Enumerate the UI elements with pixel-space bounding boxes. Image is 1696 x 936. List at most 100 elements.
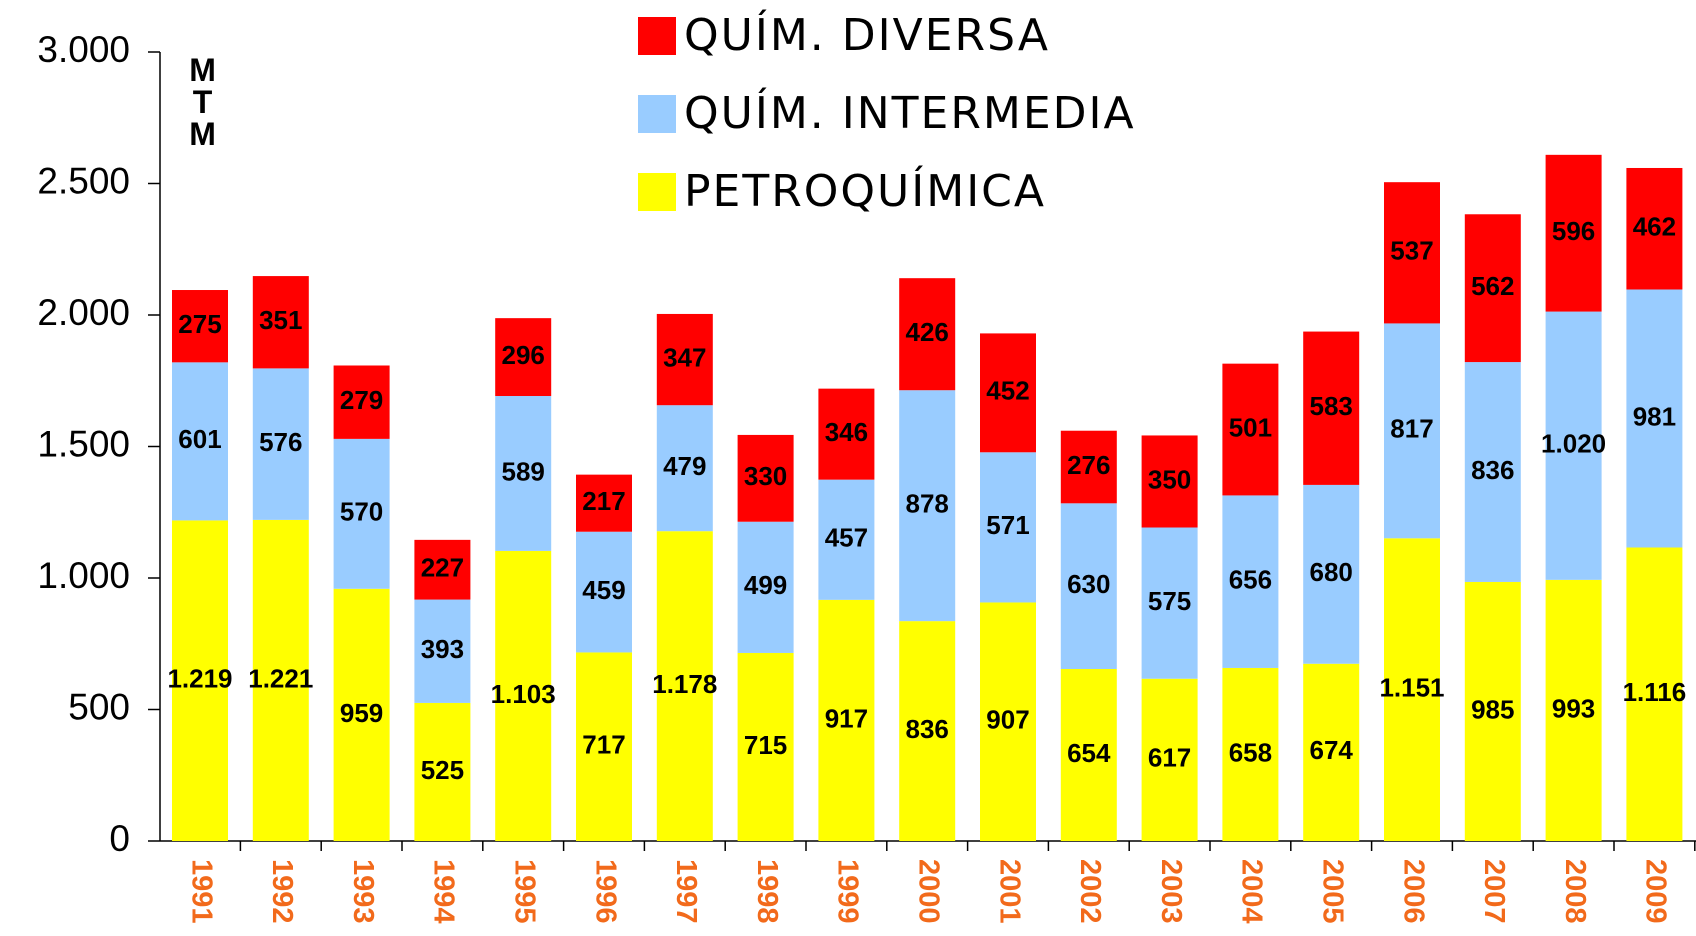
value-label: 715 bbox=[744, 730, 787, 760]
bar-segment bbox=[656, 405, 713, 532]
y-axis-label: MTM bbox=[185, 52, 221, 148]
value-label: 717 bbox=[582, 730, 625, 760]
x-tick-label: 1991 bbox=[185, 859, 217, 924]
value-label: 562 bbox=[1471, 271, 1514, 301]
value-label: 537 bbox=[1390, 236, 1433, 266]
value-label: 589 bbox=[502, 456, 545, 486]
bar-segment bbox=[495, 318, 552, 397]
value-label: 570 bbox=[340, 497, 383, 527]
bar-segment bbox=[1060, 430, 1117, 504]
value-label: 330 bbox=[744, 461, 787, 491]
x-tick-label: 2003 bbox=[1155, 859, 1187, 924]
bar-segment bbox=[1384, 182, 1440, 324]
value-label: 393 bbox=[421, 634, 464, 664]
value-label: 654 bbox=[1067, 738, 1111, 768]
bar-segment bbox=[1303, 484, 1360, 664]
value-label: 346 bbox=[825, 417, 868, 447]
value-label: 347 bbox=[663, 342, 706, 372]
value-label: 836 bbox=[1471, 455, 1514, 485]
x-tick-label: 2005 bbox=[1317, 859, 1349, 924]
value-label: 878 bbox=[906, 489, 949, 519]
value-label: 981 bbox=[1633, 401, 1676, 431]
bar-segment bbox=[737, 521, 794, 653]
x-tick-label: 1994 bbox=[428, 859, 460, 924]
value-label: 630 bbox=[1067, 569, 1110, 599]
value-label: 680 bbox=[1310, 557, 1353, 587]
value-label: 426 bbox=[906, 317, 949, 347]
y-tick-label: 1.500 bbox=[37, 423, 130, 464]
bar-segment bbox=[1141, 678, 1198, 841]
bar-segment bbox=[1626, 547, 1683, 841]
bar-segment bbox=[1222, 667, 1279, 841]
value-label: 279 bbox=[340, 385, 383, 415]
bar-segment bbox=[1303, 663, 1360, 841]
x-tick-label: 2007 bbox=[1478, 859, 1510, 924]
bar-segment bbox=[980, 333, 1036, 453]
x-tick-label: 2000 bbox=[913, 859, 945, 924]
bar-segment bbox=[1303, 331, 1360, 485]
bar-segment bbox=[1222, 495, 1279, 668]
bar-segment bbox=[333, 438, 390, 589]
x-tick-label: 1998 bbox=[751, 859, 783, 924]
legend-label: PETROQUÍMICA bbox=[684, 164, 1046, 217]
value-label: 217 bbox=[582, 486, 625, 516]
x-tick-label: 2008 bbox=[1559, 859, 1591, 924]
bar-segment bbox=[414, 599, 471, 703]
bar-segment bbox=[333, 365, 390, 439]
value-label: 459 bbox=[582, 575, 625, 605]
value-label: 907 bbox=[986, 705, 1029, 735]
legend-label: QUÍM. DIVERSA bbox=[684, 8, 1050, 61]
bar-segment bbox=[1626, 289, 1683, 548]
x-tick-label: 1992 bbox=[266, 859, 298, 924]
value-label: 993 bbox=[1552, 693, 1595, 723]
bar-segment bbox=[818, 599, 875, 841]
bar-segment bbox=[333, 588, 390, 841]
bar-segment bbox=[414, 539, 471, 600]
value-label: 501 bbox=[1229, 412, 1272, 442]
legend-swatch bbox=[638, 173, 676, 211]
x-tick-label: 2009 bbox=[1640, 859, 1672, 924]
value-label: 674 bbox=[1310, 735, 1354, 765]
y-tick-label: 500 bbox=[68, 686, 130, 727]
bar-segment bbox=[576, 652, 632, 841]
bar-segment bbox=[1545, 154, 1602, 312]
value-label: 1.103 bbox=[491, 679, 556, 709]
bar-segment bbox=[980, 452, 1036, 603]
value-label: 576 bbox=[259, 427, 302, 457]
bar-segment bbox=[1545, 311, 1602, 580]
bar-segment bbox=[1464, 214, 1521, 363]
bar-segment bbox=[1384, 323, 1440, 539]
x-tick-label: 1993 bbox=[347, 859, 379, 924]
value-label: 296 bbox=[502, 340, 545, 370]
value-label: 479 bbox=[663, 451, 706, 481]
bar-segment bbox=[818, 479, 875, 600]
bar-segment bbox=[737, 434, 794, 522]
bar-segment bbox=[656, 313, 713, 406]
y-tick-label: 2.000 bbox=[37, 292, 130, 333]
x-tick-label: 1995 bbox=[509, 859, 541, 924]
value-label: 1.219 bbox=[167, 664, 232, 694]
x-tick-label: 2002 bbox=[1074, 859, 1106, 924]
bar-segment bbox=[1384, 538, 1440, 841]
bar-segment bbox=[1464, 362, 1521, 582]
value-label: 227 bbox=[421, 553, 464, 583]
bar-segment bbox=[980, 602, 1036, 841]
value-label: 575 bbox=[1148, 586, 1191, 616]
value-label: 351 bbox=[259, 305, 302, 335]
y-tick-label: 1.000 bbox=[37, 555, 130, 596]
bar-segment bbox=[1141, 435, 1198, 528]
bar-segment bbox=[899, 390, 956, 622]
bar-segment bbox=[656, 531, 713, 841]
bar-segment bbox=[1060, 668, 1117, 841]
bar-segment bbox=[495, 550, 552, 841]
value-label: 985 bbox=[1471, 694, 1514, 724]
value-label: 596 bbox=[1552, 216, 1595, 246]
bar-segment bbox=[495, 396, 552, 551]
x-tick-label: 2006 bbox=[1397, 859, 1429, 924]
value-label: 1.020 bbox=[1541, 429, 1606, 459]
bar-segment bbox=[1464, 581, 1521, 841]
legend-label: QUÍM. INTERMEDIA bbox=[684, 86, 1136, 139]
bar-segment bbox=[1060, 503, 1117, 669]
bar-segment bbox=[737, 652, 794, 841]
y-tick-label: 2.500 bbox=[37, 160, 130, 201]
